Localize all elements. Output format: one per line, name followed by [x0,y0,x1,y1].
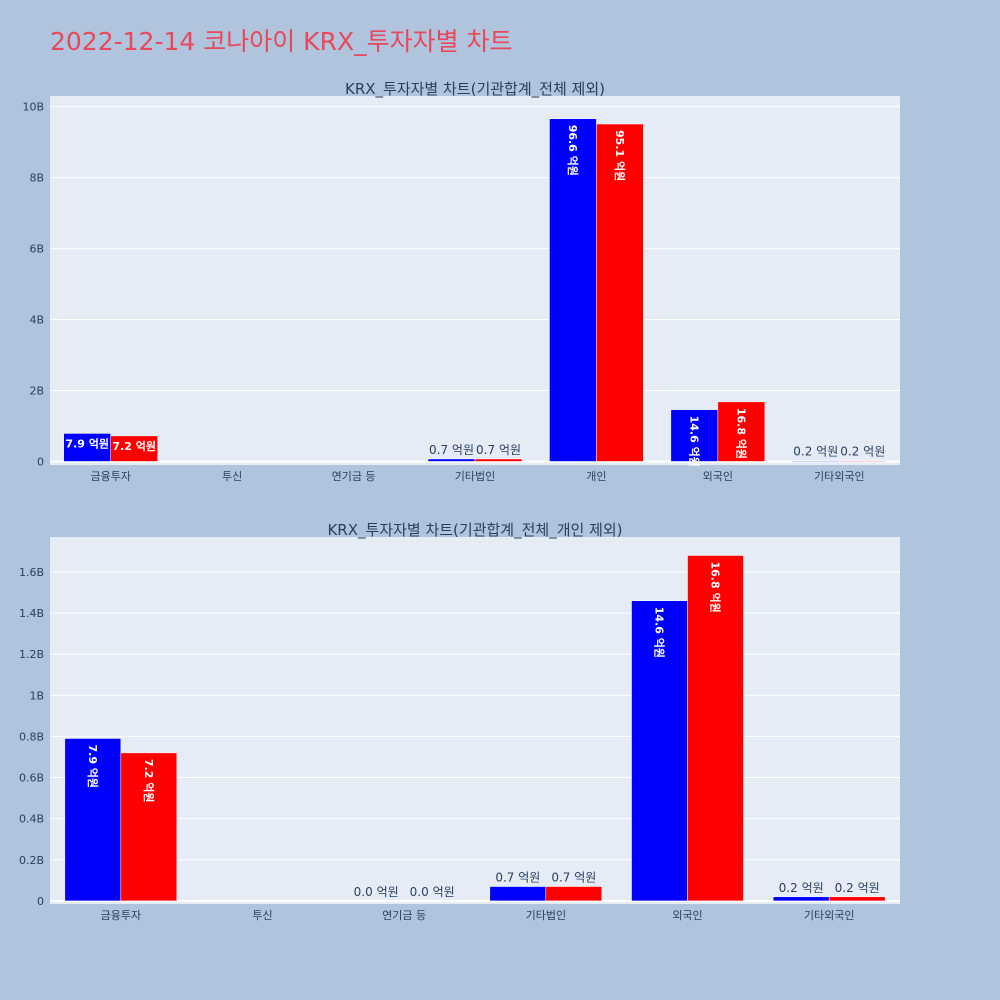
plot-area [50,537,900,904]
data-label: 7.2 억원 [142,759,156,803]
x-tick-label: 외국인 [672,909,702,922]
chart-panel-1: KRX_투자자별 차트(기관합계_전체 제외) 0 2B 4B 6B 8B 10B 금융투자 7… [22,80,900,483]
bar [120,752,178,902]
x-tick-label: 금융투자 [90,470,130,483]
x-tick-label: 개인 [586,470,606,483]
data-label: 0.7 억원 [551,871,596,885]
y-tick-label: 0.4B [19,813,44,826]
x-tick-label: 금융투자 [101,909,141,922]
data-label: 0.7 억원 [476,443,521,457]
y-tick-label: 0.8B [19,730,44,743]
x-tick-label: 연기금 등 [332,470,376,483]
data-label: 16.8 억원 [734,408,748,459]
x-tick-label: 투신 [252,909,272,922]
x-tick-label: 기타외국인 [804,909,855,922]
y-tick-label: 8B [29,172,44,185]
data-label: 0.2 억원 [793,445,838,459]
bar [549,118,597,462]
chart-panel-2: KRX_투자자별 차트(기관합계_전체_개인 제외) 0 0.2B 0.4B 0.6B 0… [19,521,900,922]
data-label: 0.2 억원 [840,445,885,459]
data-label: 0.7 억원 [495,871,540,885]
bar [792,460,840,462]
y-tick-label: 6B [29,243,44,256]
data-label: 96.6 억원 [566,125,580,176]
bar [717,401,766,462]
y-tick-label: 1B [29,689,44,702]
bar [772,896,830,902]
chart-title: KRX_투자자별 차트(기관합계_전체 제외) [345,80,605,99]
plot-area [50,96,900,465]
data-label: 0.0 억원 [410,885,455,899]
x-tick-label: 외국인 [703,470,733,483]
bar [427,458,476,462]
main-title: 2022-12-14 코나아이 KRX_투자자별 차트 [50,27,513,56]
data-label: 95.1 억원 [613,130,627,181]
x-tick-label: 투신 [222,470,242,483]
data-label: 14.6 억원 [653,607,667,658]
data-label: 0.0 억원 [354,885,399,899]
y-tick-label: 0 [37,895,44,908]
x-tick-label: 기타법인 [455,470,495,483]
data-label: 0.2 억원 [835,881,880,895]
y-tick-label: 1.2B [19,648,44,661]
y-tick-label: 0 [37,455,44,468]
bar [839,460,887,462]
data-label: 7.9 억원 [65,436,109,450]
data-label: 16.8 억원 [709,562,723,613]
chart-title: KRX_투자자별 차트(기관합계_전체_개인 제외) [327,521,622,540]
y-tick-label: 1.4B [19,607,44,620]
x-tick-label: 기타법인 [526,909,566,922]
y-tick-label: 0.2B [19,854,44,867]
data-label: 0.2 억원 [779,881,824,895]
y-tick-label: 10B [22,101,44,114]
bar [687,555,744,902]
x-tick-label: 기타외국인 [814,470,865,483]
x-tick-label: 연기금 등 [382,909,426,922]
bar [670,409,719,462]
bar [828,896,886,902]
bar [489,886,547,902]
y-tick-label: 1.6B [19,566,44,579]
bar [545,886,603,902]
data-label: 0.7 억원 [429,443,474,457]
bar [110,435,158,462]
data-label: 7.9 억원 [86,744,100,788]
bar [596,123,644,462]
data-label: 14.6 억원 [687,416,701,467]
bar [631,600,688,902]
bar [64,738,122,902]
y-tick-label: 4B [29,314,44,327]
y-tick-label: 2B [29,384,44,397]
data-label: 7.2 억원 [112,439,156,453]
y-tick-label: 0.6B [19,772,44,785]
bar [474,458,523,462]
